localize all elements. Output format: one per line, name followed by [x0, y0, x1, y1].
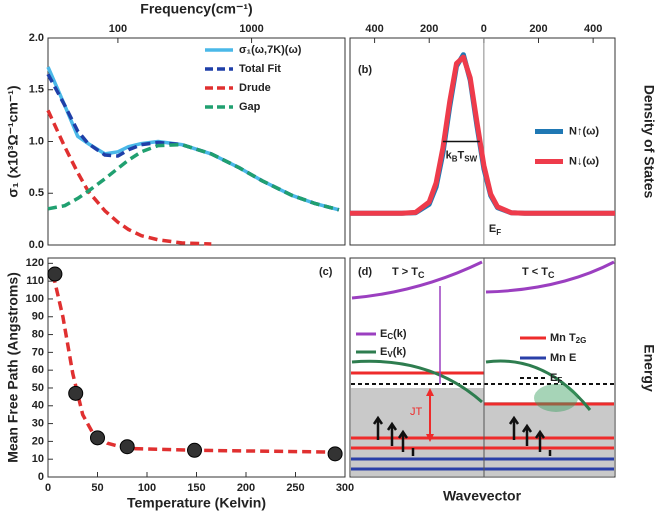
legend-label: N↑(ω): [569, 125, 599, 137]
occupied-region: [351, 388, 484, 476]
text-subscript: F: [557, 376, 562, 385]
text-part: E: [550, 372, 557, 384]
text-part: T > T: [392, 266, 418, 278]
data-line: [46, 109, 212, 246]
legend-label: EV(k): [380, 346, 406, 359]
text-subscript: B: [452, 155, 458, 164]
y-tick-label: 0.5: [29, 187, 44, 199]
text-part: E: [380, 346, 387, 358]
text-part: E: [489, 223, 496, 235]
data-point: [68, 385, 84, 401]
y-tick-label: 50: [32, 382, 44, 394]
panel-label: (b): [358, 64, 372, 76]
x-axis-title: Frequency(cm⁻¹): [140, 1, 252, 17]
x-tick-label: 50: [91, 482, 103, 494]
data-line: [51, 273, 336, 454]
x-tick-label: 200: [420, 23, 438, 35]
fermi-label: EF: [489, 223, 501, 237]
schematic-panel: (d) T > TC T < TC EC(k) EV(k) Mn T2G Mn …: [349, 257, 657, 504]
legend-label: Gap: [239, 101, 261, 113]
legend-label: Mn T2G: [550, 332, 586, 345]
data-point: [187, 442, 203, 458]
y-tick-label: 30: [32, 417, 44, 429]
x-tick-label: 100: [138, 482, 156, 494]
panel-frame: [47, 37, 346, 246]
y-axis-title: Mean Free Path (Angstroms): [5, 272, 21, 463]
legend-label: Mn E: [550, 352, 576, 364]
x-tick-label: 300: [336, 482, 354, 494]
valence-band: [351, 359, 483, 404]
text-subscript: C: [548, 270, 555, 280]
text-subscript: C: [387, 332, 393, 341]
y-tick-label: 1.0: [29, 135, 44, 147]
x-tick-label: 0: [481, 23, 487, 35]
panel-frame: [47, 257, 346, 478]
y-tick-label: 1.5: [29, 84, 44, 96]
data-point: [119, 439, 135, 455]
panel-label: (d): [358, 266, 372, 278]
y-tick-label: 70: [32, 346, 44, 358]
conduction-band: [351, 260, 483, 300]
y-tick-label: 90: [32, 311, 44, 323]
data-line: [47, 142, 340, 212]
spin-arrows: [372, 415, 552, 456]
y-tick-label: 0.0: [29, 239, 44, 251]
text-subscript: 2G: [576, 336, 587, 345]
x-tick-label: 150: [187, 482, 205, 494]
jt-label: JT: [410, 406, 423, 418]
annotation: kBTSW: [446, 149, 478, 163]
valence-band: [485, 359, 592, 411]
text-subscript: C: [418, 270, 425, 280]
panel-title: T > TC: [392, 266, 425, 280]
y-tick-label: 80: [32, 328, 44, 340]
legend-label: σ₁(ω,7K)(ω): [239, 44, 302, 56]
y-tick-label: 2.0: [29, 32, 44, 44]
text-subscript: V: [387, 350, 393, 359]
text-part: E: [380, 328, 387, 340]
x-tick-label: 200: [237, 482, 255, 494]
y-tick-label: 20: [32, 435, 44, 447]
y-tick-label: 110: [26, 275, 44, 287]
text-part: T < T: [522, 266, 548, 278]
y-axis-title: Density of States: [641, 85, 657, 199]
legend-label: Drude: [239, 82, 271, 94]
y-tick-label: 100: [26, 293, 44, 305]
text-part: k: [446, 149, 453, 161]
x-axis-title: Wavevector: [443, 488, 522, 504]
data-point: [47, 266, 63, 282]
x-tick-label: 400: [584, 23, 602, 35]
y-tick-label: 40: [32, 400, 44, 412]
legend-label: N↓(ω): [569, 155, 599, 167]
x-tick-label: 1000: [239, 23, 263, 35]
legend-label: EC(k): [380, 328, 407, 341]
text-part: (k): [393, 328, 407, 340]
x-tick-label: 200: [529, 23, 547, 35]
x-tick-label: 400: [365, 23, 383, 35]
x-tick-label: 100: [109, 23, 127, 35]
y-tick-label: 120: [26, 257, 44, 269]
panel-title: T < TC: [522, 266, 555, 280]
y-tick-label: 60: [32, 364, 44, 376]
data-point: [90, 430, 105, 446]
x-axis-title: Temperature (Kelvin): [127, 495, 266, 511]
text-part: Mn T: [550, 332, 576, 344]
y-tick-label: 10: [32, 453, 44, 465]
legend-label: EF: [550, 372, 562, 385]
panel-label: (c): [319, 266, 333, 278]
text-part: (k): [393, 346, 407, 358]
text-part: T: [458, 149, 465, 161]
y-axis-title: Energy: [641, 344, 657, 392]
text-subscript: SW: [464, 155, 477, 164]
legend-label: Total Fit: [239, 63, 281, 75]
text-subscript: F: [496, 228, 501, 237]
x-tick-label: 0: [45, 482, 51, 494]
data-line: [350, 54, 615, 216]
x-tick-label: 250: [286, 482, 304, 494]
data-point: [327, 446, 343, 462]
conduction-band: [485, 260, 615, 294]
y-axis-title: σ₁ (x10³Ω⁻¹cm⁻¹): [5, 85, 21, 197]
highlight: [534, 384, 578, 412]
y-tick-label: 0: [38, 471, 44, 483]
